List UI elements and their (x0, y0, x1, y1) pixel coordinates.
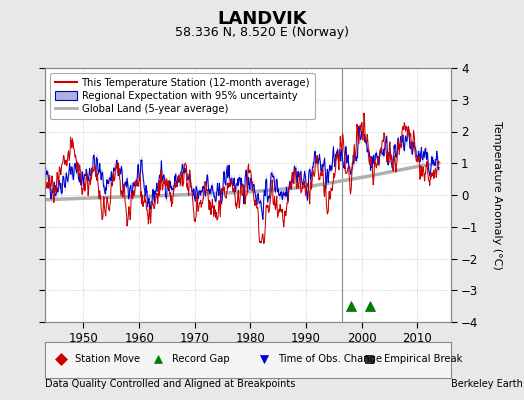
Text: Empirical Break: Empirical Break (384, 354, 462, 364)
Text: Time of Obs. Change: Time of Obs. Change (278, 354, 382, 364)
Text: Data Quality Controlled and Aligned at Breakpoints: Data Quality Controlled and Aligned at B… (45, 379, 295, 389)
Y-axis label: Temperature Anomaly (°C): Temperature Anomaly (°C) (493, 121, 503, 269)
Legend: This Temperature Station (12-month average), Regional Expectation with 95% uncer: This Temperature Station (12-month avera… (50, 73, 315, 119)
Text: LANDVIK: LANDVIK (217, 10, 307, 28)
Text: Record Gap: Record Gap (172, 354, 230, 364)
Text: Berkeley Earth: Berkeley Earth (451, 379, 522, 389)
Text: Station Move: Station Move (75, 354, 140, 364)
Text: 58.336 N, 8.520 E (Norway): 58.336 N, 8.520 E (Norway) (175, 26, 349, 39)
